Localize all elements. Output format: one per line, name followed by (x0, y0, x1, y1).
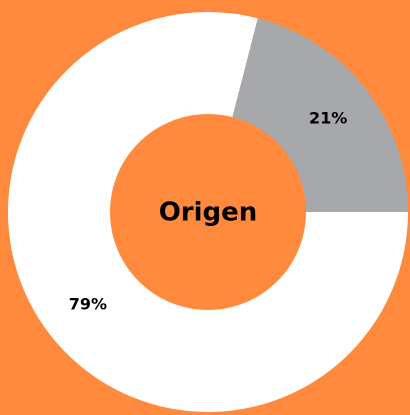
center-label: Origen (159, 198, 258, 228)
value-label: 79% (69, 295, 107, 314)
donut-hole (110, 114, 306, 310)
value-label: 21% (309, 108, 347, 127)
